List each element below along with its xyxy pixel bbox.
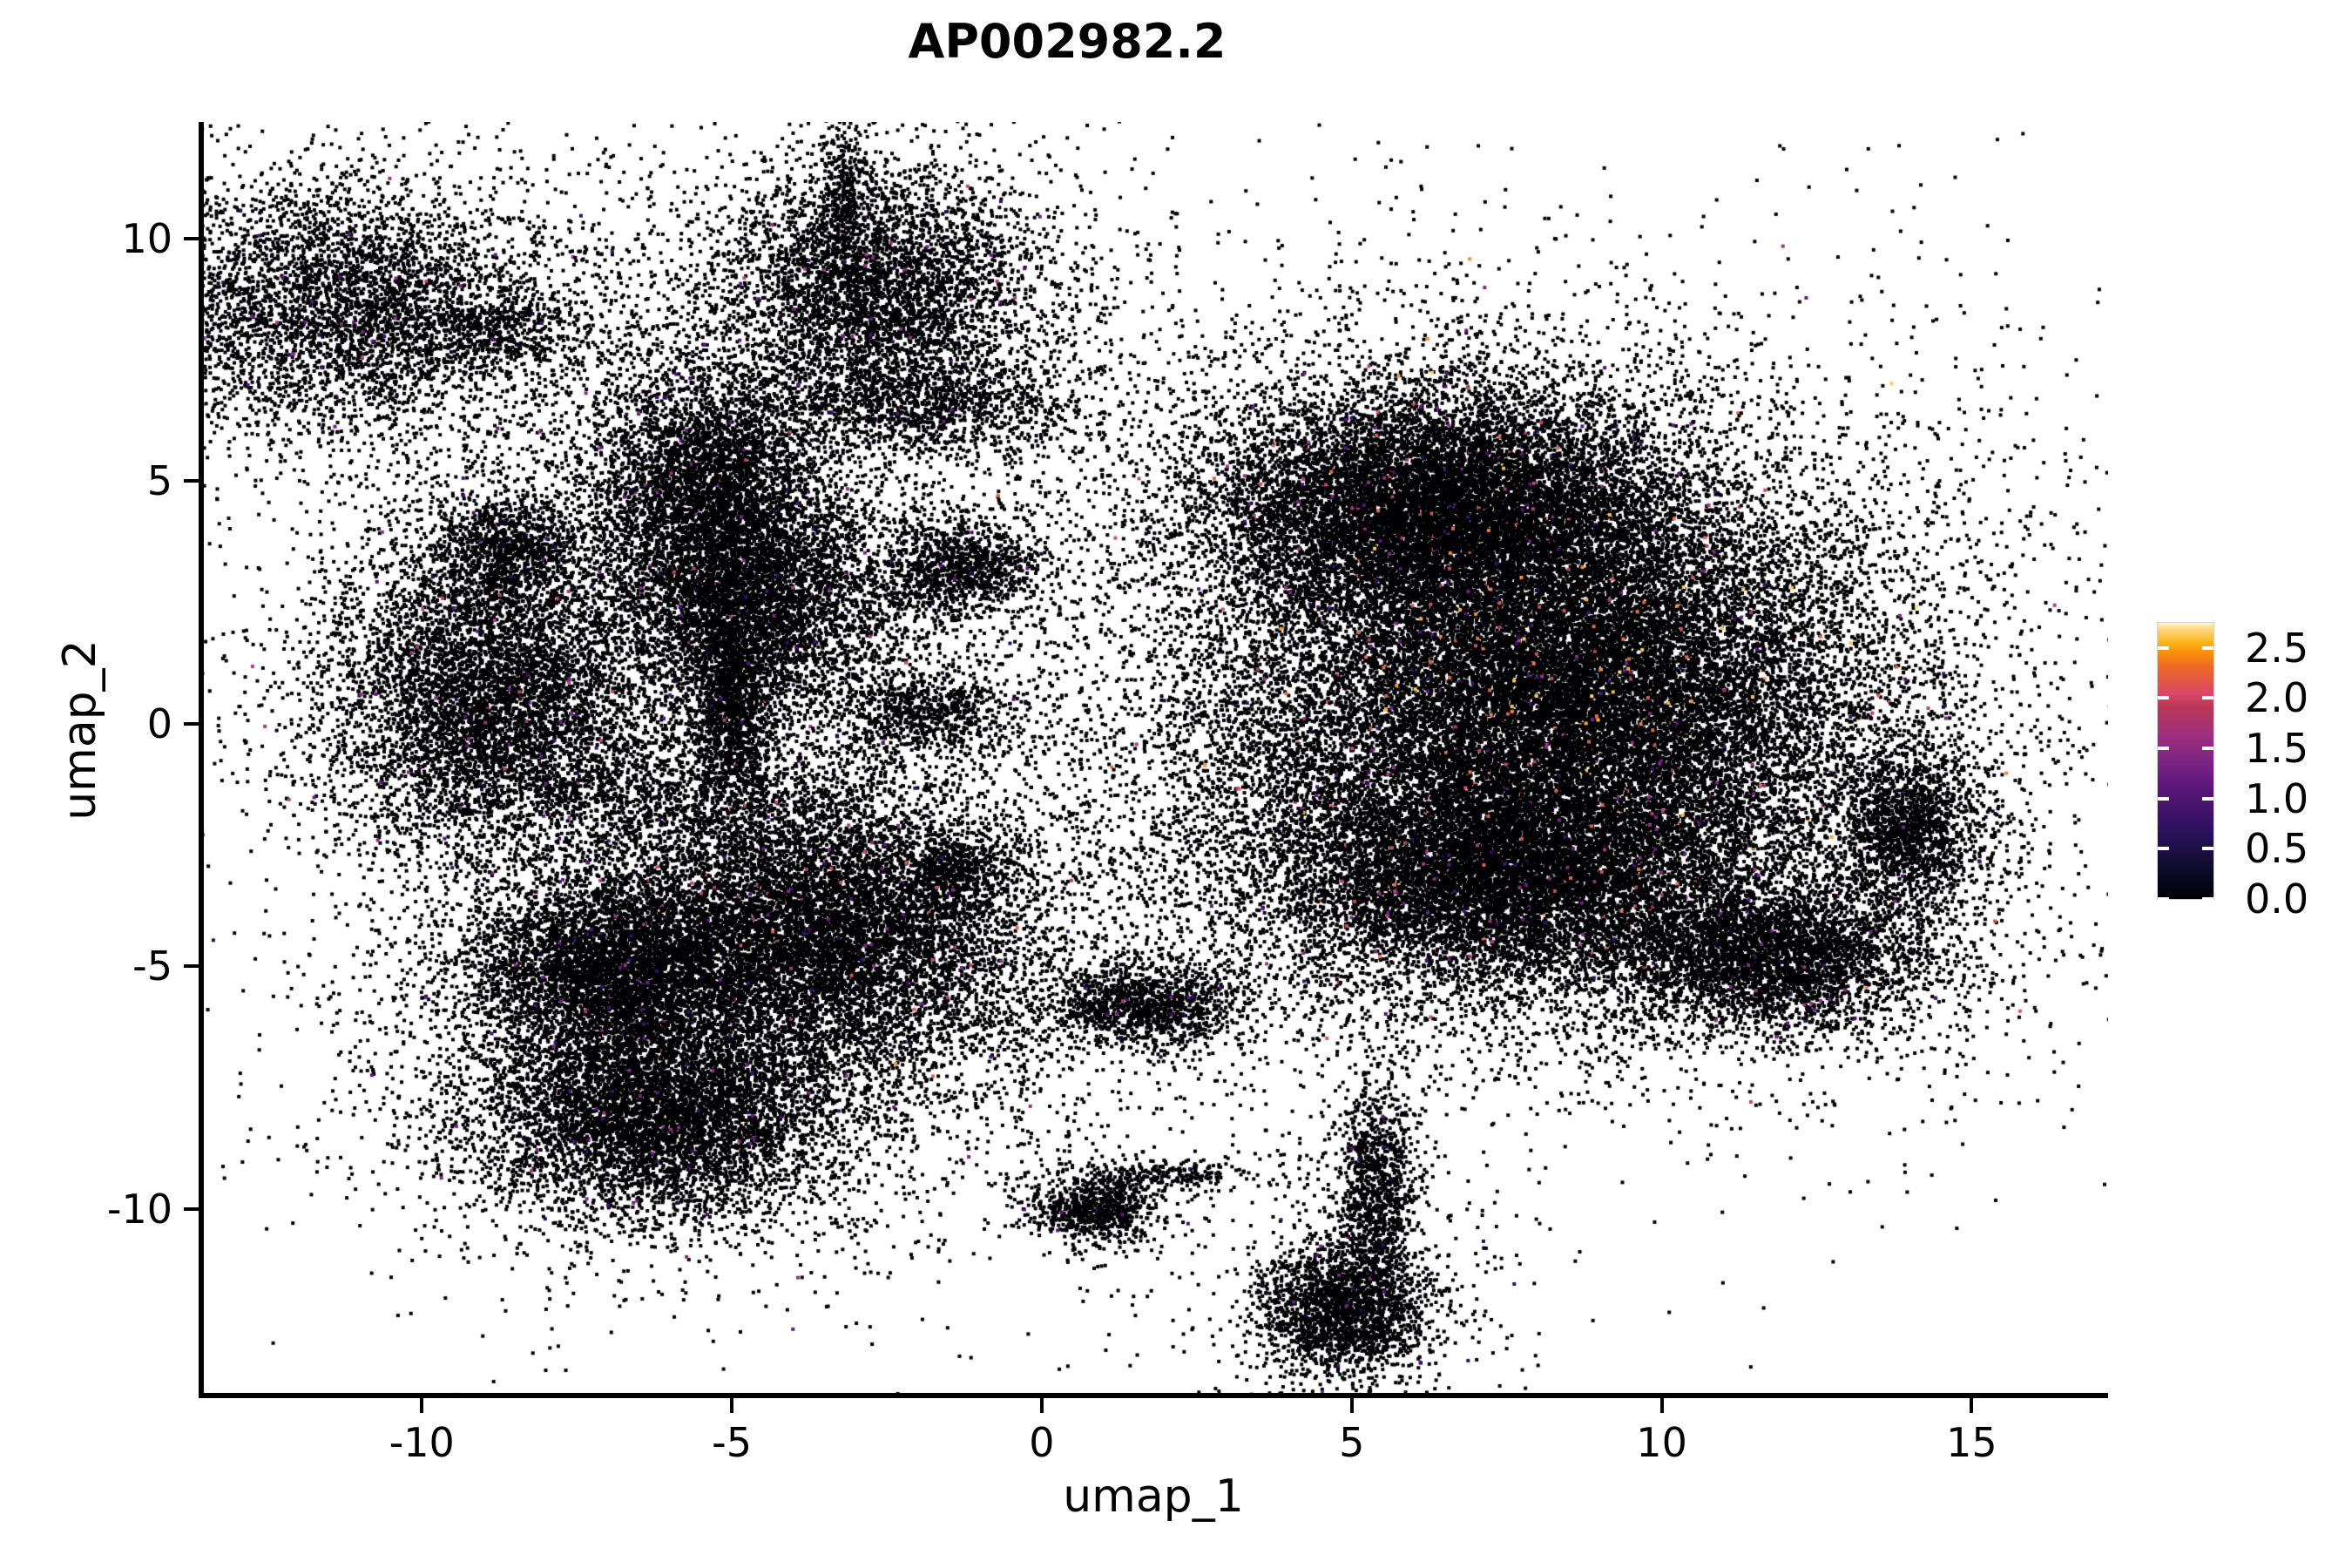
colorbar-tick-label: 0.0 — [2245, 875, 2309, 923]
colorbar-tick-label: 1.5 — [2245, 725, 2309, 773]
colorbar-tick-label: 1.0 — [2245, 774, 2309, 822]
x-axis-label: umap_1 — [1063, 1470, 1244, 1523]
x-tick-label: 10 — [1636, 1419, 1687, 1466]
plot-axes-area — [199, 122, 2108, 1398]
umap-scatter-canvas — [199, 122, 2108, 1398]
colorbar-tick-label: 2.5 — [2245, 624, 2309, 672]
colorbar-tick-mark — [2158, 696, 2169, 700]
y-axis-label: umap_2 — [54, 639, 106, 821]
x-tick-label: -5 — [712, 1419, 752, 1466]
x-tick-label: 0 — [1029, 1419, 1055, 1466]
colorbar-tick-mark — [2202, 696, 2213, 700]
x-tick-mark — [730, 1398, 734, 1413]
x-tick-mark — [1039, 1398, 1044, 1413]
y-axis-spine — [199, 122, 204, 1398]
page-title: AP002982.2 — [908, 14, 1227, 69]
colorbar-tick-mark — [2158, 897, 2169, 901]
colorbar-tick-mark — [2158, 847, 2169, 851]
x-tick-label: 15 — [1946, 1419, 1997, 1466]
y-axis-label-wrapper: umap_2 — [50, 382, 111, 1078]
colorbar-tick-mark — [2158, 747, 2169, 751]
y-tick-label: 5 — [146, 457, 172, 505]
y-tick-label: 0 — [146, 700, 172, 747]
colorbar-tick-label: 2.0 — [2245, 674, 2309, 722]
colorbar-tick-mark — [2202, 796, 2213, 801]
colorbar-tick-mark — [2158, 796, 2169, 801]
x-tick-mark — [1659, 1398, 1664, 1413]
y-tick-label: -10 — [106, 1185, 172, 1233]
y-tick-label: -5 — [132, 943, 172, 990]
colorbar-tick-mark — [2202, 645, 2213, 650]
colorbar-tick-mark — [2158, 645, 2169, 650]
y-tick-mark — [184, 964, 199, 969]
colorbar-tick-label: 0.5 — [2245, 825, 2309, 873]
x-tick-label: -10 — [389, 1419, 455, 1466]
y-tick-mark — [184, 1206, 199, 1211]
y-tick-mark — [184, 236, 199, 240]
y-tick-label: 10 — [121, 214, 172, 262]
colorbar-tick-mark — [2202, 747, 2213, 751]
x-tick-mark — [420, 1398, 424, 1413]
x-axis-spine — [199, 1393, 2108, 1398]
x-tick-label: 5 — [1339, 1419, 1365, 1466]
colorbar-gradient — [2158, 623, 2213, 899]
y-tick-mark — [184, 721, 199, 726]
colorbar-tick-mark — [2202, 847, 2213, 851]
x-tick-mark — [1349, 1398, 1354, 1413]
colorbar-tick-mark — [2202, 897, 2213, 901]
y-tick-mark — [184, 479, 199, 483]
x-tick-mark — [1970, 1398, 1974, 1413]
